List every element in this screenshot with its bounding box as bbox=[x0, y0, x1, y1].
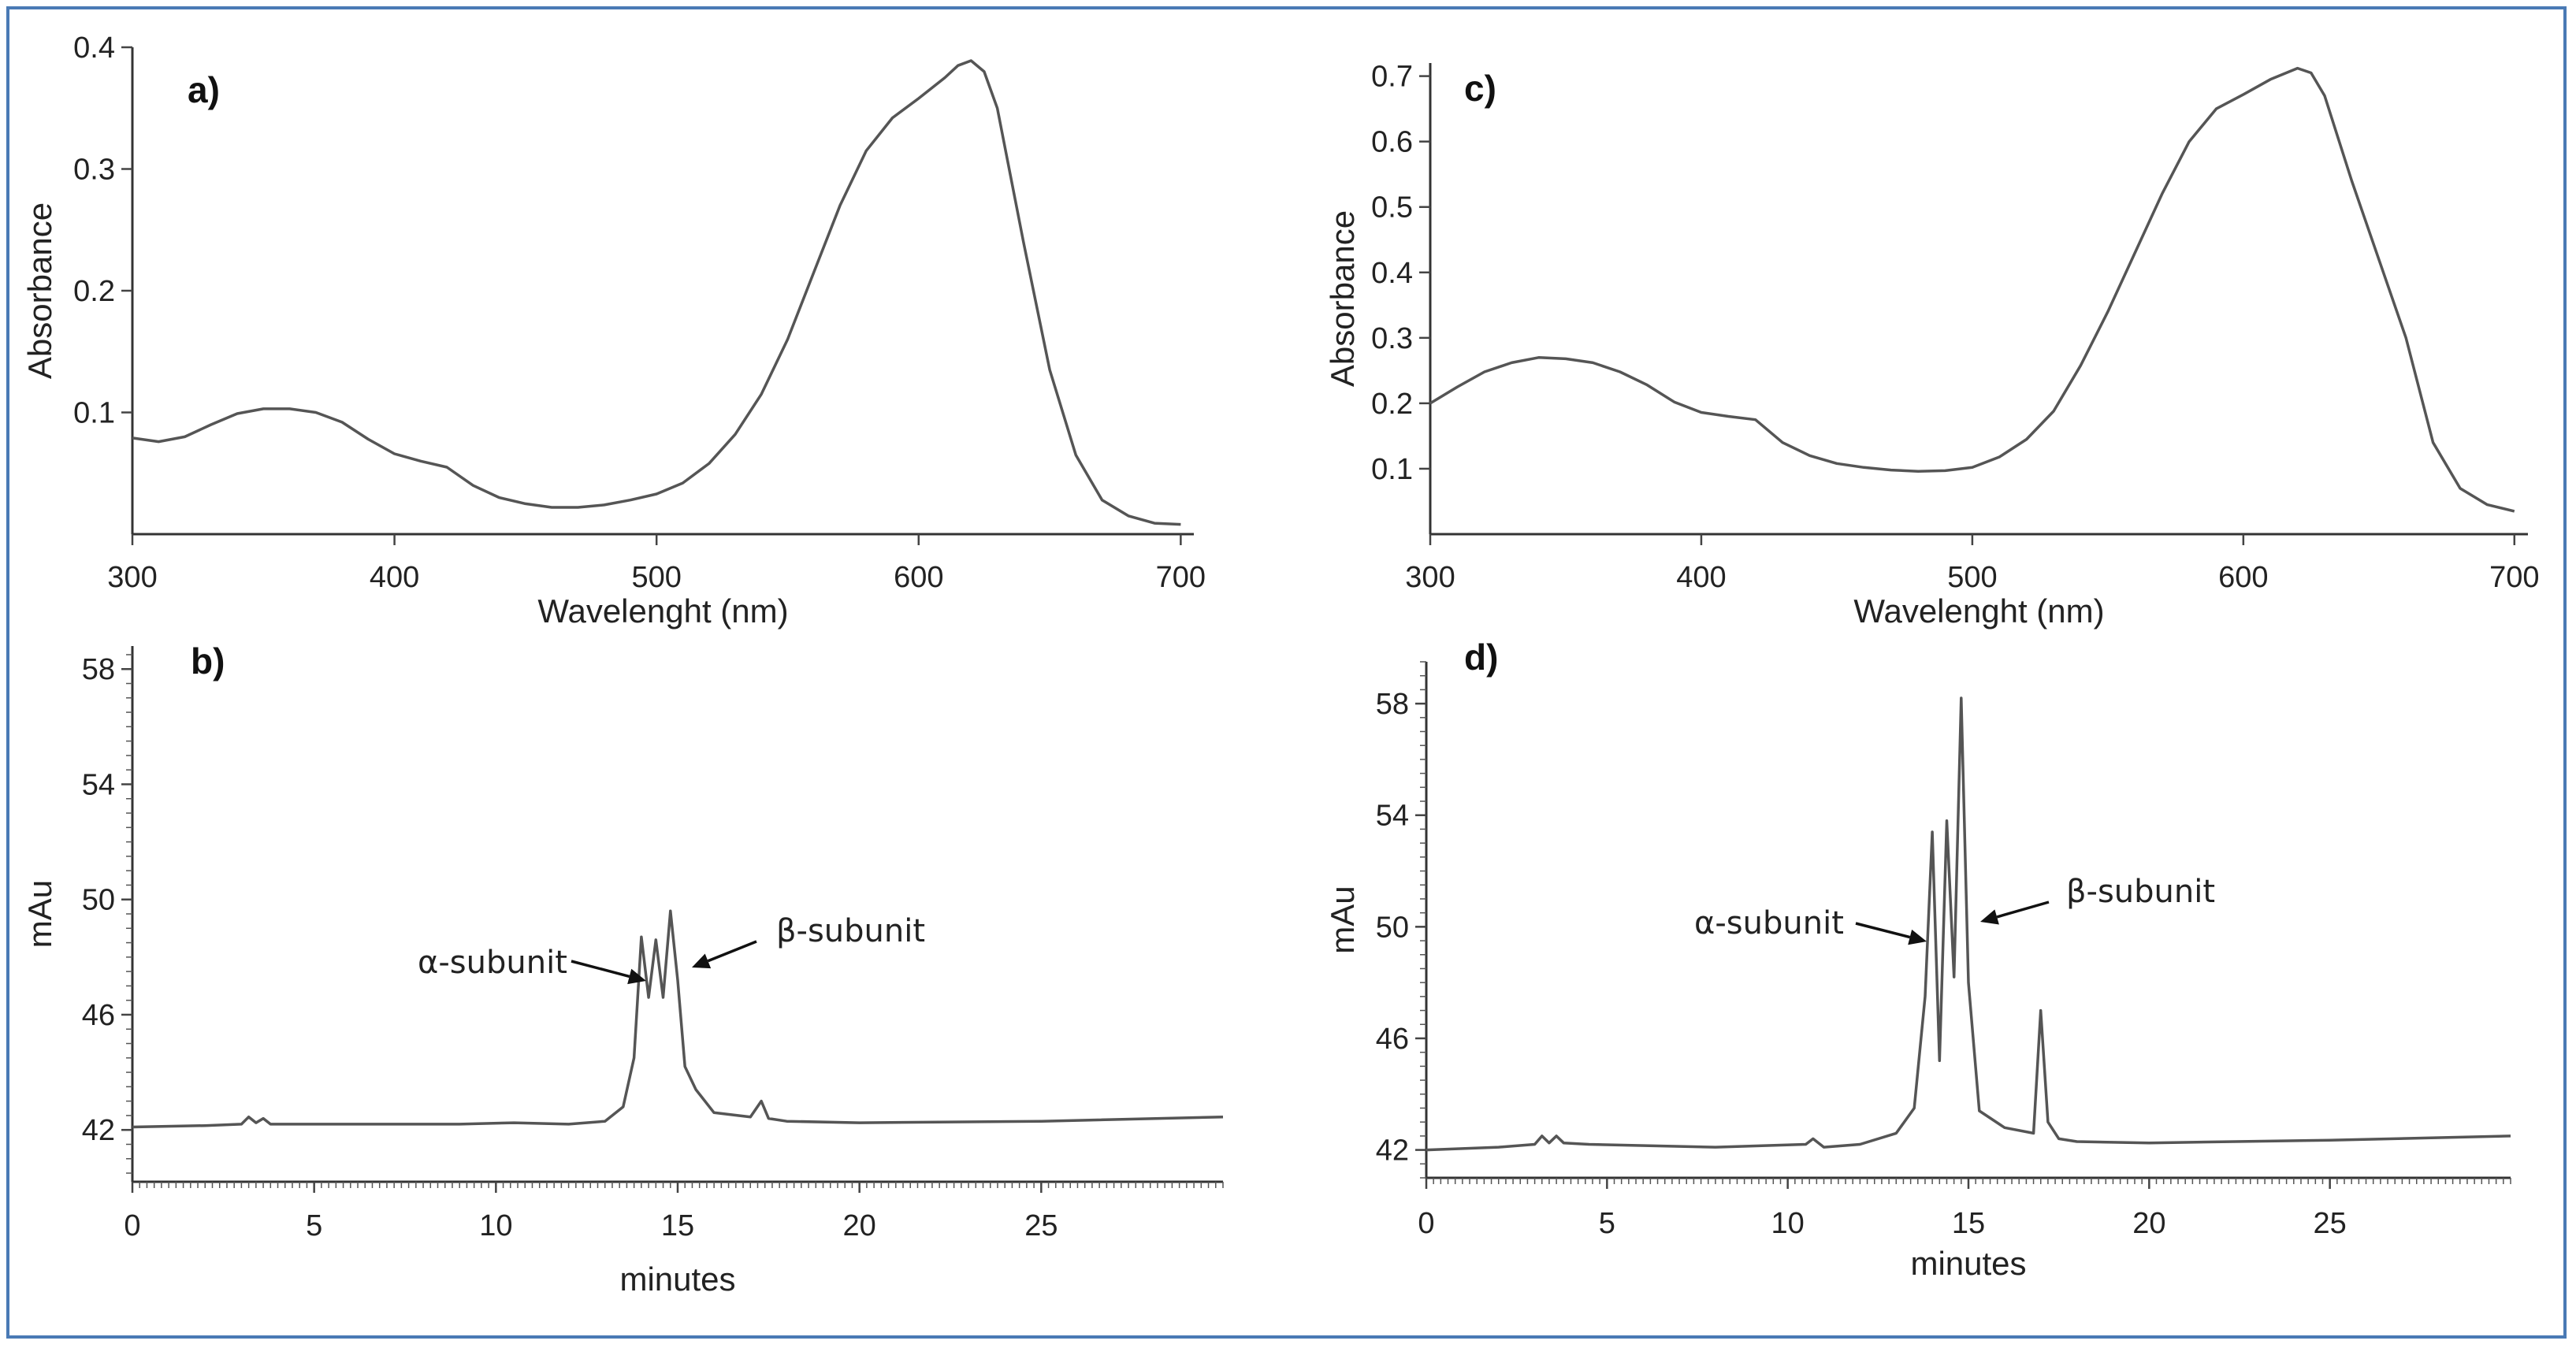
annotation-arrow bbox=[1996, 901, 2050, 919]
x-tick-label: 10 bbox=[1771, 1207, 1805, 1240]
annotation-label: β-subunit bbox=[2066, 874, 2215, 910]
series-line-chromatogram bbox=[132, 909, 1224, 1129]
y-tick-label: 58 bbox=[82, 653, 115, 686]
chart-panel-a: 0.1 0.2 0.3 0.4 300 400 500 600 700 Wavelenght (n… bbox=[21, 32, 1206, 629]
y-tick-label: 42 bbox=[1376, 1134, 1409, 1168]
x-tick-label: 20 bbox=[2132, 1207, 2165, 1240]
series-line-chromatogram bbox=[1426, 696, 2511, 1152]
y-axis-title: mAu bbox=[21, 880, 58, 948]
panel-label: c) bbox=[1464, 68, 1496, 109]
y-tick-label: 50 bbox=[1376, 911, 1409, 944]
x-tick-label: 25 bbox=[2314, 1207, 2347, 1240]
x-tick-label: 0 bbox=[1418, 1207, 1434, 1240]
y-tick-label: 46 bbox=[1376, 1023, 1409, 1056]
x-tick-label: 700 bbox=[1156, 561, 1206, 594]
x-tick-label: 20 bbox=[843, 1209, 876, 1242]
x-tick-label: 10 bbox=[479, 1209, 512, 1242]
y-tick-label: 0.6 bbox=[1371, 126, 1413, 159]
y-tick-label: 50 bbox=[82, 884, 115, 917]
y-tick-label: 54 bbox=[1376, 800, 1409, 833]
x-tick-label: 400 bbox=[1676, 561, 1726, 594]
annotation-arrow bbox=[707, 940, 757, 963]
y-tick-label: 54 bbox=[82, 768, 115, 801]
annotation-label: α-subunit bbox=[418, 945, 567, 981]
x-tick-label: 0 bbox=[124, 1209, 140, 1242]
x-axis-title: minutes bbox=[619, 1261, 735, 1298]
x-axis-title: Wavelenght (nm) bbox=[1853, 592, 2104, 629]
x-tick-label: 5 bbox=[1599, 1207, 1615, 1240]
y-tick-label: 0.7 bbox=[1371, 61, 1413, 94]
panel-label: b) bbox=[191, 641, 225, 681]
y-tick-label: 42 bbox=[82, 1114, 115, 1147]
y-tick-label: 0.2 bbox=[1371, 388, 1413, 421]
x-tick-label: 500 bbox=[631, 561, 681, 594]
x-tick-label: 600 bbox=[2218, 561, 2268, 594]
y-tick-label: 0.3 bbox=[1371, 322, 1413, 355]
panel-label: a) bbox=[188, 69, 220, 110]
chart-panel-b: 42 46 50 54 58 0 5 10 15 20 25 minutes mAu b) α-subuni… bbox=[21, 641, 1224, 1298]
x-tick-label: 400 bbox=[370, 561, 419, 594]
y-tick-label: 0.1 bbox=[1371, 453, 1413, 486]
x-tick-label: 15 bbox=[661, 1209, 694, 1242]
y-tick-label: 0.4 bbox=[1371, 257, 1413, 290]
arrowhead bbox=[692, 953, 712, 969]
figure-frame bbox=[6, 6, 2567, 1339]
x-tick-label: 300 bbox=[107, 561, 157, 594]
x-tick-label: 600 bbox=[894, 561, 943, 594]
arrowhead bbox=[1908, 929, 1927, 945]
x-tick-label: 15 bbox=[1952, 1207, 1985, 1240]
annotation-arrow bbox=[1855, 922, 1911, 939]
x-tick-label: 25 bbox=[1024, 1209, 1058, 1242]
annotation-label: α-subunit bbox=[1694, 905, 1844, 941]
y-tick-label: 0.5 bbox=[1371, 191, 1413, 225]
x-tick-label: 700 bbox=[2489, 561, 2539, 594]
x-tick-label: 5 bbox=[306, 1209, 322, 1242]
panel-label: d) bbox=[1464, 637, 1498, 678]
x-axis-title: minutes bbox=[1910, 1245, 2026, 1282]
chart-panel-c: 0.1 0.2 0.3 0.4 0.5 0.6 0.7 300 400 500 600 700 Wave… bbox=[1324, 61, 2540, 629]
y-axis-title: Absorbance bbox=[21, 202, 58, 379]
y-tick-label: 0.1 bbox=[73, 397, 115, 430]
arrowhead bbox=[1980, 909, 1999, 925]
x-axis-title: Wavelenght (nm) bbox=[537, 592, 788, 629]
y-tick-label: 58 bbox=[1376, 688, 1409, 721]
y-tick-label: 0.3 bbox=[73, 154, 115, 187]
y-tick-label: 0.4 bbox=[73, 32, 115, 65]
y-axis-title: Absorbance bbox=[1324, 210, 1361, 387]
series-line-spectrum bbox=[1429, 66, 2515, 513]
arrowhead bbox=[627, 968, 646, 985]
series-line-spectrum bbox=[132, 59, 1181, 526]
annotation-label: β-subunit bbox=[776, 913, 925, 949]
x-tick-label: 300 bbox=[1405, 561, 1455, 594]
chart-panel-d: 42 46 50 54 58 0 5 10 15 20 25 minutes mAu d) α-subuni… bbox=[1324, 637, 2511, 1282]
y-tick-label: 0.2 bbox=[73, 275, 115, 308]
y-axis-title: mAu bbox=[1324, 886, 1361, 953]
y-tick-label: 46 bbox=[82, 999, 115, 1032]
annotation-arrow bbox=[571, 960, 630, 979]
x-tick-label: 500 bbox=[1947, 561, 1997, 594]
